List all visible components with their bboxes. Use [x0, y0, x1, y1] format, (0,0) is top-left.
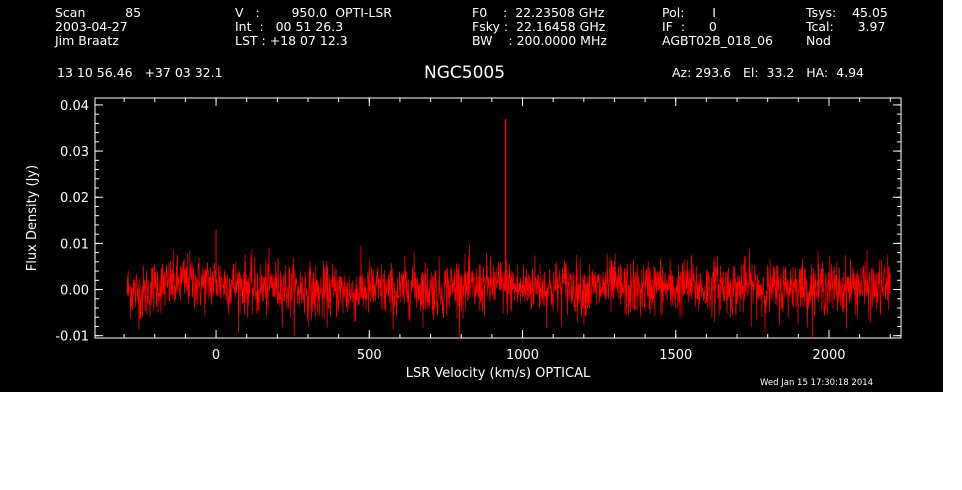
- plot-frame: [94, 97, 902, 339]
- chart-svg: 0 500 1000 1500 2000 -0.01 0.00 0.01 0.02 0.03 0.0…: [25, 97, 902, 381]
- header-velocity: V : 950.0 OPTI-LSR Int : 00 51 26.3 LST : …: [235, 5, 392, 48]
- header-coords: 13 10 56.46 +37 03 32.1: [57, 65, 223, 80]
- header-frequency: F0 : 22.23508 GHz Fsky : 22.16458 GHz BW :…: [472, 5, 607, 48]
- header-tsys: Tsys: 45.05 Tcal: 3.97 Nod: [806, 5, 888, 48]
- y-tick-label: 0.02: [60, 191, 89, 206]
- header-azel: Az: 293.6 El: 33.2 HA: 4.94: [672, 65, 865, 80]
- x-tick-label: 500: [357, 348, 382, 363]
- y-tick-label: 0.04: [60, 99, 89, 114]
- y-tick-label: 0.00: [60, 284, 89, 299]
- x-axis-label: LSR Velocity (km/s) OPTICAL: [406, 366, 591, 381]
- plot-panel: [0, 0, 943, 392]
- x-tick-label: 1500: [659, 348, 692, 363]
- timestamp: Wed Jan 15 17:30:18 2014: [760, 378, 874, 388]
- chart-title: NGC5005: [424, 63, 506, 83]
- y-tick-label: 0.01: [60, 237, 89, 252]
- header-polarization: Pol: I IF : 0 AGBT02B_018_06: [662, 5, 773, 48]
- y-tick-label: -0.01: [55, 330, 89, 345]
- y-tick-label: 0.03: [60, 145, 89, 160]
- spectrum-trace: [126, 244, 891, 339]
- x-tick-label: 1000: [506, 348, 539, 363]
- y-axis-label: Flux Density (Jy): [25, 165, 40, 271]
- header-scan: Scan 85 2003-04-27 Jim Braatz: [55, 5, 142, 48]
- x-tick-label: 0: [212, 348, 220, 363]
- x-tick-label: 2000: [812, 348, 845, 363]
